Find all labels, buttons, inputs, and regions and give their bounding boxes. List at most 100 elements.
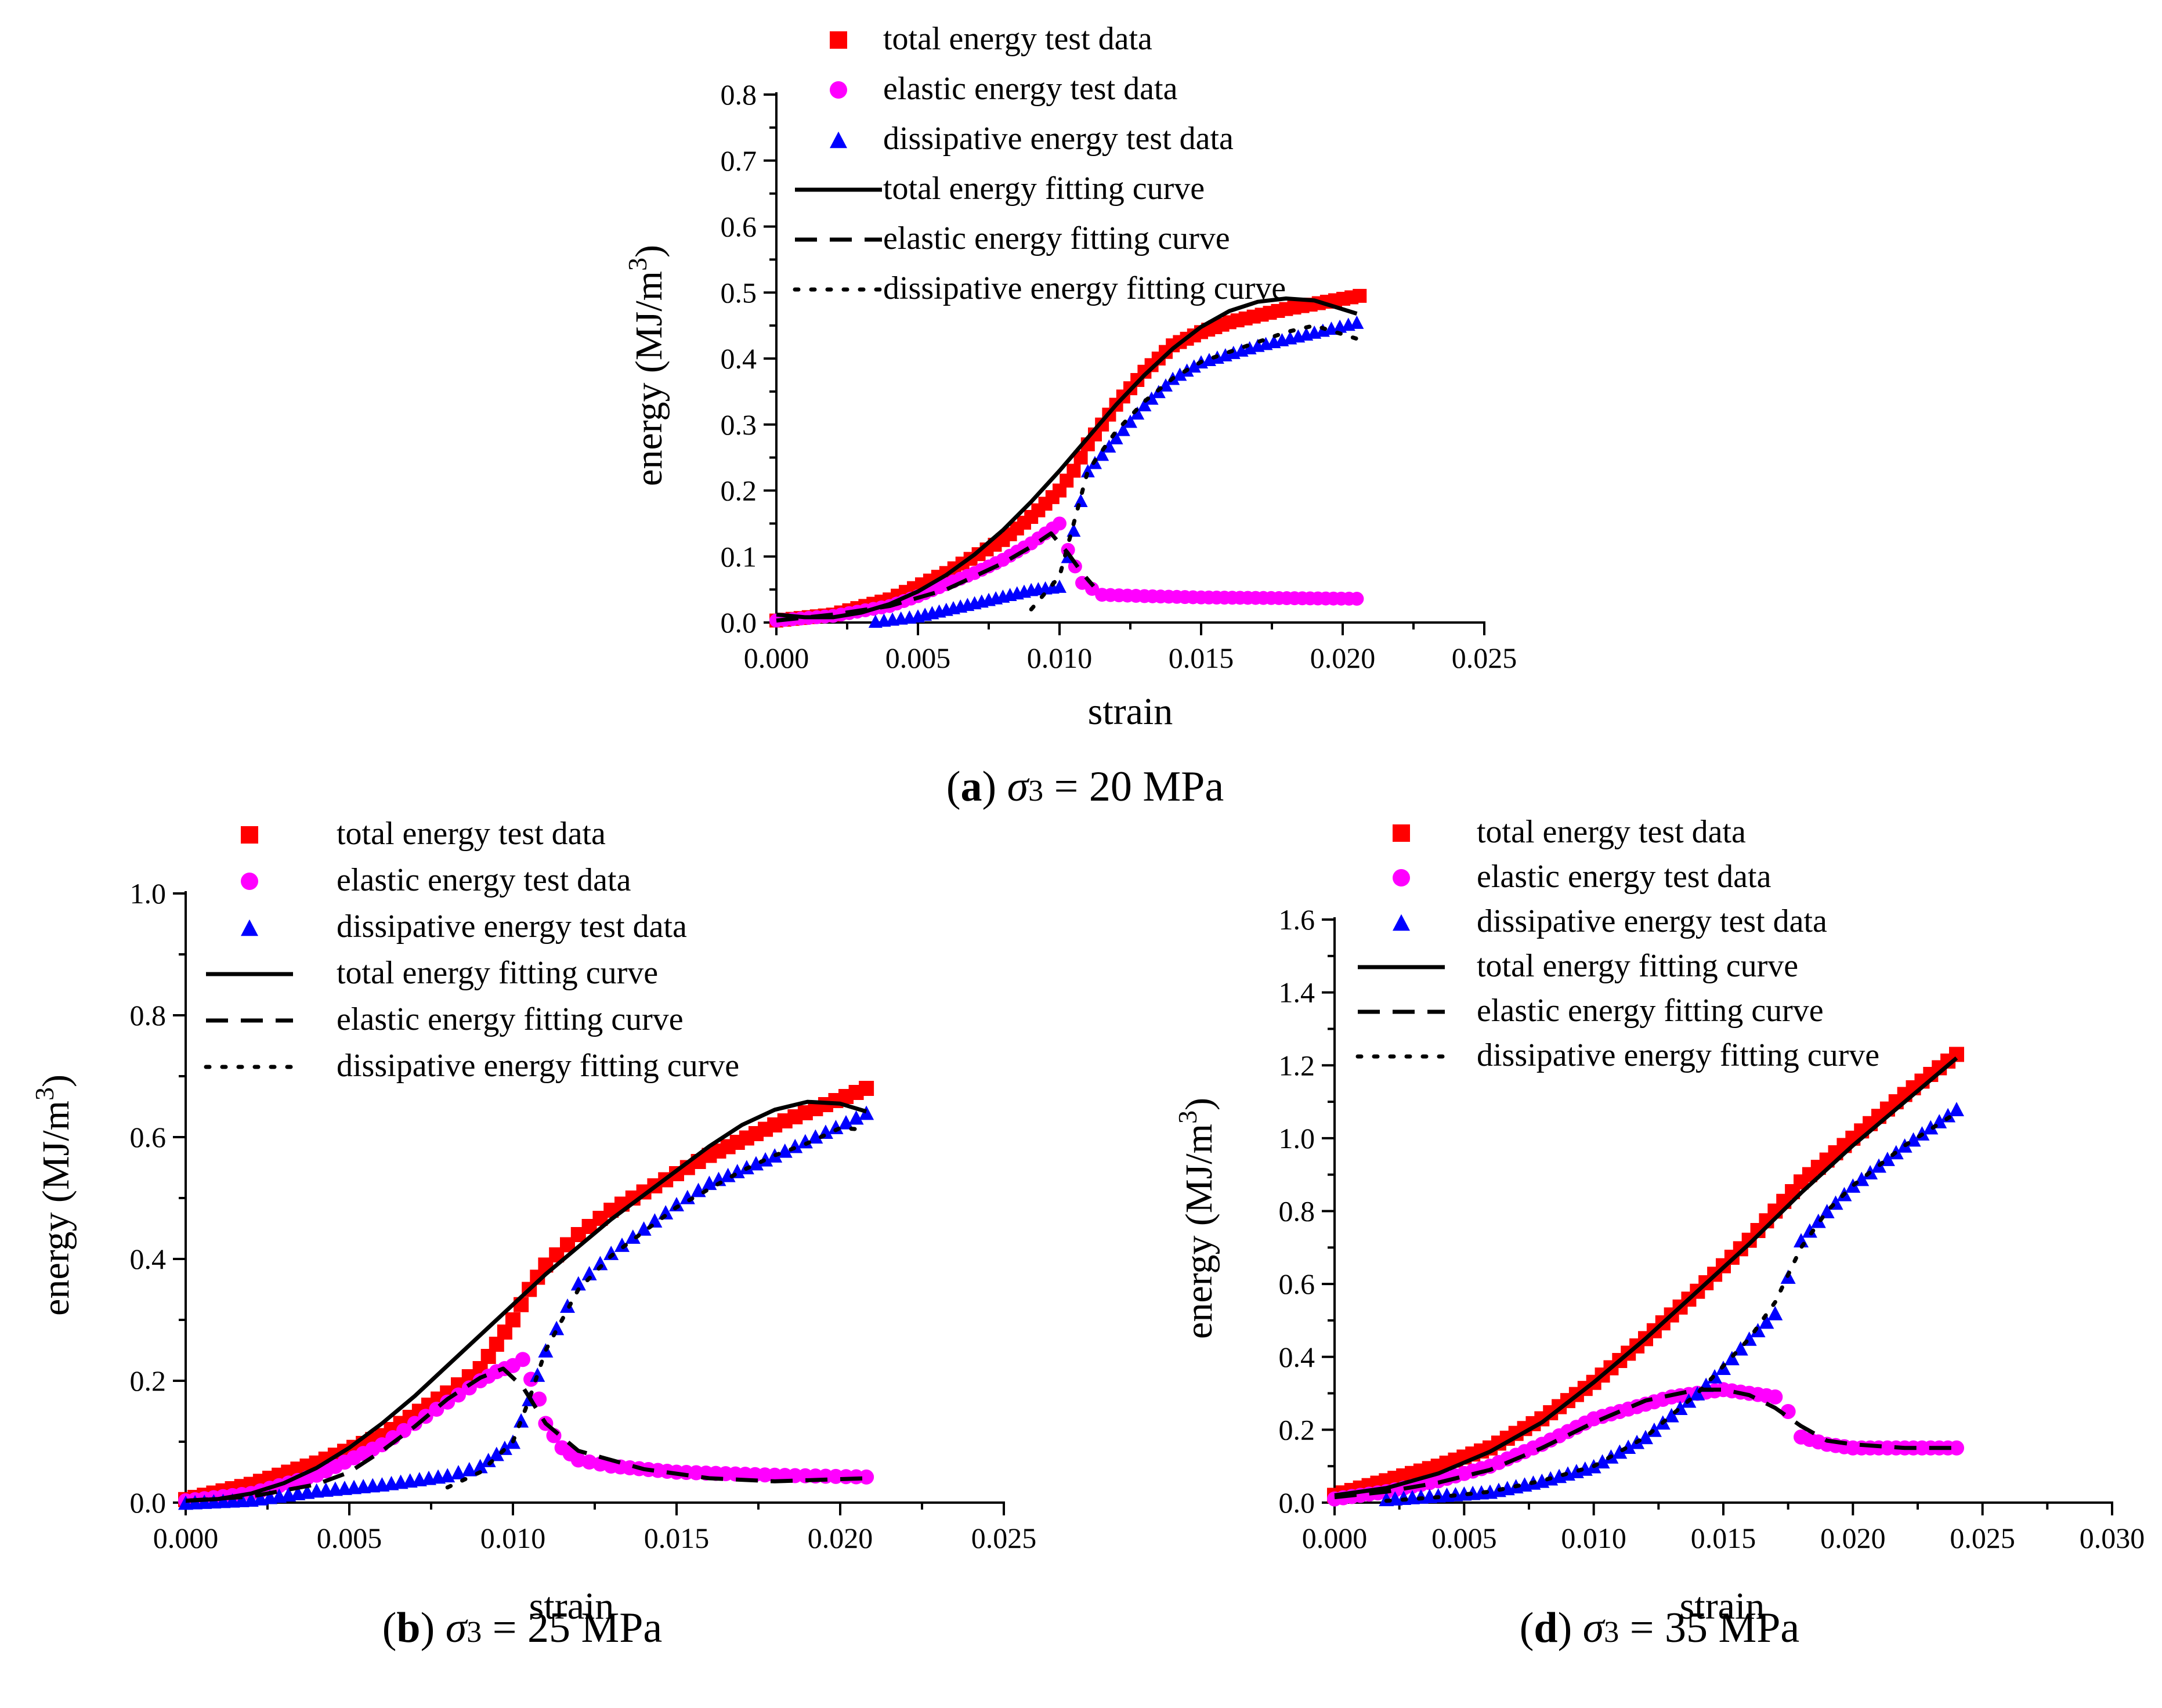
data-point [1109, 431, 1123, 444]
y-tick-label: 0.6 [1279, 1268, 1315, 1300]
legend-label: total energy fitting curve [883, 171, 1205, 207]
x-tick-label: 0.015 [1169, 642, 1234, 674]
y-tick-label: 1.4 [1279, 976, 1315, 1009]
y-axis-title: energy (MJ/m3) [1173, 1098, 1220, 1339]
data-point [1187, 359, 1201, 373]
y-axis-title: energy (MJ/m3) [30, 1074, 77, 1316]
data-point [472, 1459, 488, 1474]
x-tick-label: 0.015 [1691, 1522, 1756, 1554]
data-point [777, 1143, 793, 1158]
y-tick-label: 1.0 [130, 877, 167, 910]
legend-marker [241, 826, 258, 844]
data-point [669, 1197, 684, 1211]
panel-caption: (b) σ3 = 25 MPa [382, 1604, 663, 1652]
x-axis-title: strain [1680, 1585, 1765, 1627]
legend-marker [1393, 824, 1410, 842]
legend-label: dissipative energy fitting curve [1477, 1037, 1879, 1073]
x-tick-label: 0.010 [480, 1522, 546, 1554]
y-tick-label: 0.1 [721, 540, 757, 573]
x-tick-label: 0.010 [1561, 1522, 1626, 1554]
data-point [1724, 1351, 1740, 1366]
data-point [859, 1469, 874, 1485]
legend-marker [1393, 869, 1410, 886]
data-point [828, 1120, 844, 1134]
legend-label: dissipative energy fitting curve [337, 1048, 739, 1084]
legend-label: dissipative energy fitting curve [883, 270, 1286, 306]
data-point [581, 1266, 597, 1280]
legend-label: total energy test data [1477, 814, 1746, 850]
data-point [848, 1110, 864, 1125]
x-tick-label: 0.020 [808, 1522, 873, 1554]
y-tick-label: 0.0 [721, 606, 757, 639]
data-point [748, 1156, 764, 1171]
legend-marker [1393, 914, 1410, 931]
data-point [1116, 422, 1130, 436]
data-point [440, 1468, 455, 1483]
data-point [1066, 464, 1081, 478]
y-tick-label: 0.5 [721, 276, 757, 309]
chart-panel-b: 0.000 0.005 0.010 0.015 0.020 0.025 0.0 0.2 0.4 0… [30, 816, 1036, 1652]
legend-label: total energy fitting curve [337, 955, 658, 991]
panel-caption: (a) σ3 = 20 MPa [946, 763, 1224, 810]
data-point [505, 1312, 520, 1327]
legend: total energy test data elastic energy tes… [204, 816, 739, 1084]
fit-curve-dashed [185, 1366, 867, 1503]
legend-label: elastic energy fitting curve [1477, 993, 1824, 1029]
legend: total energy test data elastic energy tes… [793, 21, 1286, 306]
fit-curve-dashed [776, 531, 1096, 623]
legend-marker [241, 919, 258, 936]
legend-marker [830, 81, 847, 99]
y-tick-label: 1.2 [1279, 1049, 1315, 1081]
data-point [720, 1167, 736, 1182]
fit-curve-dotted [1029, 323, 1359, 611]
x-tick-label: 0.015 [644, 1522, 710, 1554]
data-point [1144, 391, 1159, 405]
fit-curve-solid [1334, 1056, 1958, 1497]
data-point [1940, 1108, 1956, 1123]
data-point [1053, 580, 1066, 593]
data-point [592, 1255, 608, 1271]
x-axis-title: strain [529, 1585, 614, 1627]
data-point [859, 1081, 874, 1096]
y-tick-label: 0.0 [1279, 1486, 1315, 1519]
legend-marker [830, 31, 847, 49]
data-point [859, 1105, 874, 1120]
legend-label: total energy fitting curve [1477, 948, 1798, 984]
data-point [396, 1423, 411, 1438]
data-point [797, 1134, 813, 1149]
data-point [570, 1276, 586, 1291]
legend-label: dissipative energy test data [1477, 903, 1827, 939]
x-tick-label: 0.000 [153, 1522, 219, 1554]
data-point [636, 1221, 652, 1236]
x-tick-label: 0.000 [744, 642, 809, 674]
legend-label: dissipative energy test data [883, 121, 1234, 157]
data-point [1123, 414, 1137, 428]
data-point [514, 1413, 529, 1428]
data-point [625, 1229, 641, 1244]
x-axis-title: strain [1088, 690, 1173, 733]
y-tick-label: 0.6 [721, 211, 757, 243]
data-point [461, 1461, 477, 1477]
x-tick-label: 0.020 [1820, 1522, 1886, 1554]
y-tick-label: 0.8 [130, 999, 167, 1032]
y-tick-label: 0.8 [1279, 1195, 1315, 1228]
data-point [407, 1416, 422, 1431]
legend-label: elastic energy fitting curve [883, 220, 1230, 256]
fit-curve-solid [185, 1099, 867, 1503]
data-point [1612, 1444, 1628, 1459]
data-point [1949, 1102, 1964, 1116]
x-tick-label: 0.000 [1302, 1522, 1368, 1554]
data-point [1690, 1386, 1705, 1401]
data-point [1350, 592, 1364, 606]
data-point [614, 1237, 630, 1252]
x-tick-label: 0.025 [971, 1522, 1037, 1554]
data-point [1080, 464, 1095, 477]
data-point [1819, 1204, 1835, 1218]
x-tick-label: 0.005 [317, 1522, 382, 1554]
data-point [1095, 447, 1109, 461]
data-point [838, 1114, 854, 1130]
data-point [1053, 516, 1066, 531]
data-point [1664, 1407, 1679, 1423]
legend-label: elastic energy test data [883, 71, 1178, 107]
data-point [1638, 1430, 1653, 1445]
